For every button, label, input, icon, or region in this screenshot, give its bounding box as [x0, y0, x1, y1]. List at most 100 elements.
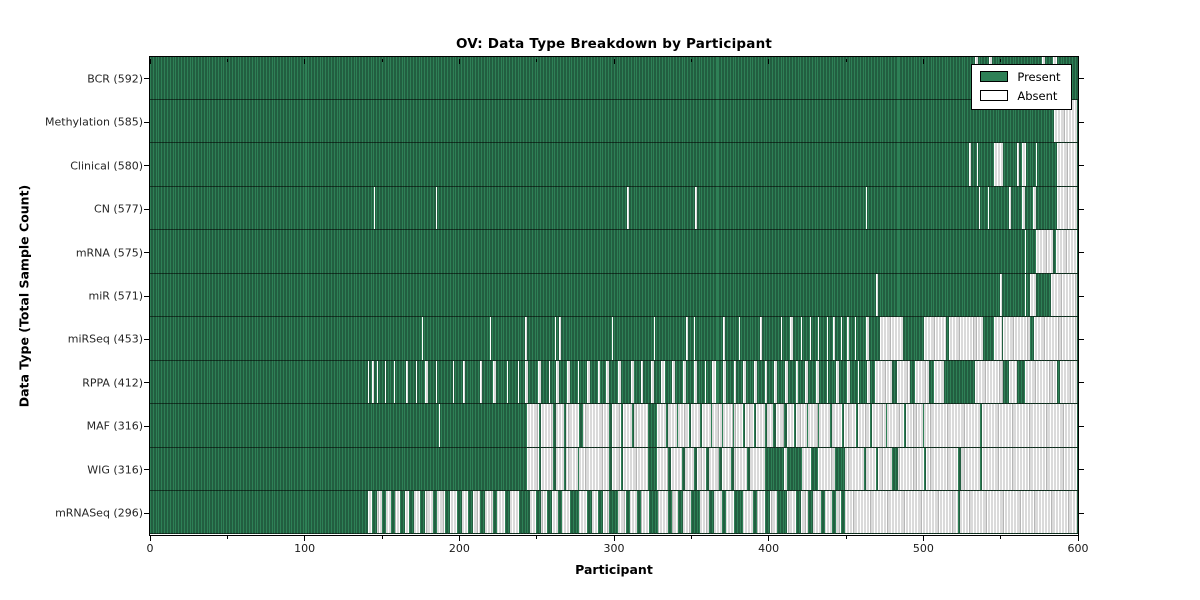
absent-segment: [978, 186, 981, 230]
absent-segment: [421, 317, 424, 360]
absent-segment: [1009, 186, 1011, 230]
absent-segment: [554, 317, 557, 360]
y-tick: [1079, 121, 1084, 123]
absent-segment: [800, 317, 803, 360]
absent-segment: [780, 317, 783, 360]
present-segment: [831, 491, 837, 534]
x-tick: [458, 536, 460, 541]
absent-segment: [1021, 143, 1027, 186]
present-segment: [647, 447, 657, 491]
heatmap-row-miRSeq: [149, 317, 1078, 361]
present-segment: [400, 491, 405, 534]
y-tick-label-mRNA: mRNA (575): [75, 246, 143, 260]
present-segment: [598, 491, 603, 534]
absent-segment: [993, 317, 1002, 360]
absent-segment: [372, 360, 374, 404]
present-segment: [444, 491, 450, 534]
present-segment: [557, 491, 563, 534]
absent-segment: [567, 360, 571, 404]
present-segment: [539, 447, 541, 491]
absent-segment: [1055, 230, 1078, 273]
present-segment: [468, 491, 473, 534]
y-tick: [144, 165, 149, 167]
x-tick: [922, 58, 924, 64]
absent-segment: [840, 317, 843, 360]
present-segment: [743, 404, 745, 447]
present-segment: [721, 404, 724, 447]
absent-segment: [598, 360, 600, 404]
present-segment: [876, 447, 878, 491]
present-segment: [870, 404, 872, 447]
present-segment: [980, 447, 982, 491]
absent-segment: [975, 360, 1004, 404]
absent-segment: [854, 317, 857, 360]
absent-segment: [695, 186, 697, 230]
present-segment: [536, 491, 541, 534]
absent-segment: [949, 317, 984, 360]
x-minor-tick: [1000, 536, 1002, 539]
y-tick: [144, 382, 149, 384]
absent-segment: [723, 360, 727, 404]
present-segment: [922, 404, 925, 447]
y-tick: [1079, 469, 1084, 471]
absent-segment: [435, 360, 438, 404]
present-segment: [667, 491, 673, 534]
present-segment: [621, 447, 623, 491]
x-minor-tick: [536, 536, 538, 539]
absent-segment: [406, 360, 408, 404]
present-segment: [891, 447, 899, 491]
absent-segment: [693, 360, 697, 404]
absent-segment: [577, 360, 580, 404]
present-segment: [480, 491, 486, 534]
absent-segment: [915, 360, 929, 404]
absent-segment: [785, 360, 789, 404]
present-segment: [666, 404, 668, 447]
absent-segment: [817, 317, 820, 360]
present-segment: [553, 404, 557, 447]
x-tick: [149, 58, 151, 64]
absent-segment: [653, 317, 656, 360]
present-segment: [864, 447, 866, 491]
absent-segment: [424, 360, 428, 404]
absent-segment: [611, 317, 614, 360]
absent-segment: [506, 360, 509, 404]
present-segment: [390, 491, 396, 534]
present-segment: [731, 447, 735, 491]
x-tick-label: 100: [294, 542, 316, 555]
y-tick-label-RPPA: RPPA (412): [82, 376, 143, 390]
absent-segment: [1009, 360, 1018, 404]
absent-segment: [1034, 317, 1078, 360]
absent-segment: [373, 186, 376, 230]
present-segment: [432, 491, 438, 534]
absent-segment: [976, 143, 979, 186]
absent-segment: [693, 317, 696, 360]
x-minor-tick: [690, 536, 692, 539]
present-segment: [667, 447, 671, 491]
present-segment: [676, 404, 679, 447]
absent-segment: [548, 360, 551, 404]
absent-segment: [924, 317, 947, 360]
absent-segment: [1060, 360, 1078, 404]
present-segment: [539, 404, 541, 447]
present-segment: [457, 491, 462, 534]
y-tick: [144, 208, 149, 210]
heatmap-row-mRNASeq: [149, 491, 1078, 535]
absent-segment: [712, 360, 716, 404]
present-segment: [796, 491, 801, 534]
x-minor-tick: [845, 58, 847, 62]
present-segment: [777, 491, 787, 534]
present-segment: [786, 447, 803, 491]
absent-segment: [435, 186, 438, 230]
absent-segment: [743, 360, 747, 404]
present-segment: [856, 404, 858, 447]
absent-segment: [796, 360, 798, 404]
y-tick-label-mRNASeq: mRNASeq (296): [55, 506, 143, 520]
x-tick: [768, 58, 770, 64]
present-segment: [817, 404, 820, 447]
chart-title: OV: Data Type Breakdown by Participant: [455, 36, 773, 52]
y-tick-label-miR: miR (571): [88, 289, 144, 303]
absent-segment: [517, 360, 520, 404]
absent-segment: [933, 360, 945, 404]
absent-segment: [867, 360, 871, 404]
absent-segment: [826, 360, 829, 404]
